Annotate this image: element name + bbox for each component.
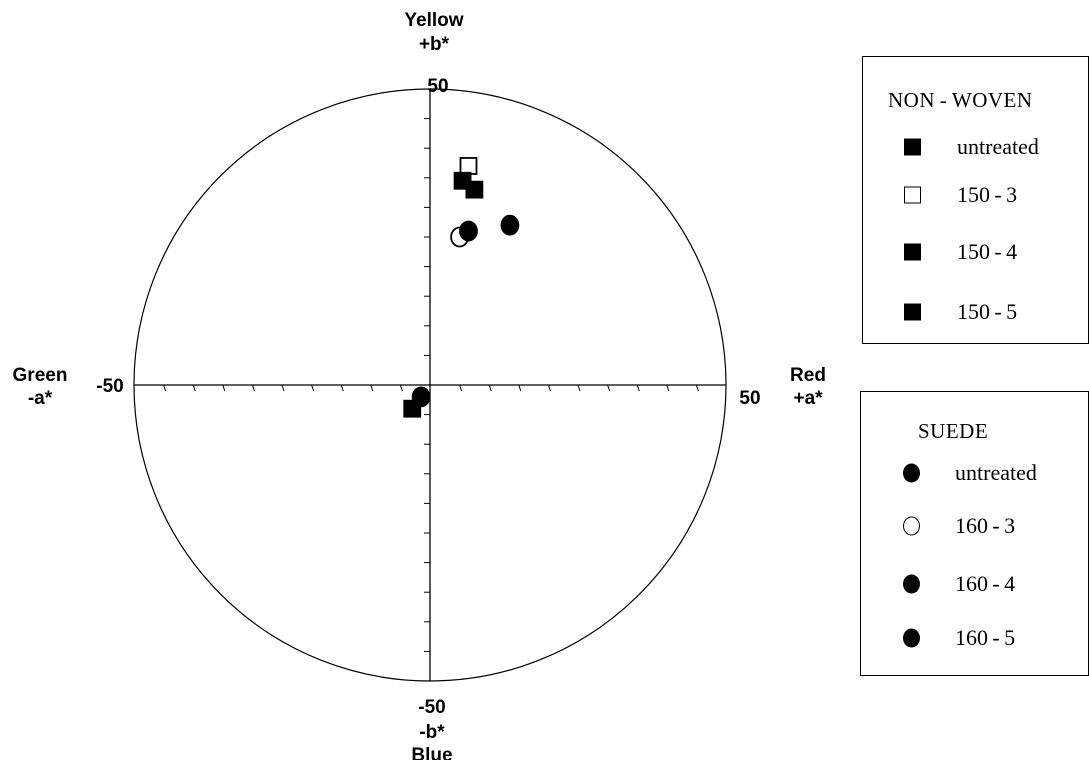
legend-item-label: 160 - 5 — [955, 625, 1016, 650]
legend-item-nonwoven-150-4: 150 - 4 — [863, 232, 1088, 272]
legend-nonwoven: NON - WOVEN untreated 150 - 3 150 - 4 15… — [862, 56, 1089, 344]
legend-item-label: 160 - 4 — [955, 571, 1016, 596]
point-suede-untreated — [411, 386, 431, 408]
filled-circle-marker-icon — [903, 628, 920, 648]
x-axis-tick — [607, 384, 611, 392]
legend-suede: SUEDE untreated 160 - 3 160 - 4 160 - 5 — [860, 391, 1089, 676]
x-axis-tick — [636, 384, 640, 392]
y-axis-positive-label-color: Yellow — [404, 10, 463, 31]
x-axis-positive-label-sign: +a* — [793, 388, 823, 409]
axis-ticks — [163, 118, 699, 652]
x-axis-tick — [251, 384, 255, 392]
legend-item-nonwoven-150-5: 150 - 5 — [863, 292, 1088, 332]
y-axis-negative-label-sign: -b* — [419, 722, 445, 743]
legend-nonwoven-title: NON - WOVEN — [888, 88, 1033, 112]
legend-item-label: 150 - 3 — [957, 182, 1018, 207]
x-axis-tick — [666, 384, 670, 392]
y-axis-positive-label-sign: +b* — [419, 34, 450, 55]
legend-item-label: untreated — [955, 460, 1037, 485]
legend-item-suede-160-5: 160 - 5 — [861, 618, 1088, 658]
x-axis-tick — [399, 384, 403, 392]
x-axis-negative-label-sign: -a* — [28, 388, 53, 409]
point-non-woven-150-3 — [459, 157, 478, 175]
point-non-woven-150-5 — [465, 180, 484, 199]
x-axis-tick — [311, 384, 315, 392]
legend-item-suede-160-4: 160 - 4 — [861, 564, 1088, 604]
x-axis-tick — [547, 384, 551, 392]
legend-item-label: untreated — [957, 134, 1039, 159]
legend-item-label: 150 - 5 — [957, 299, 1018, 324]
x-axis-tick — [222, 384, 226, 392]
legend-item-label: 150 - 4 — [957, 239, 1018, 264]
filled-circle-marker-icon — [903, 574, 920, 594]
y-axis-min-tick-label: -50 — [418, 697, 445, 718]
filled-circle-marker-icon — [903, 463, 920, 483]
x-axis-tick — [192, 384, 196, 392]
legend-item-suede-untreated: untreated — [861, 453, 1088, 493]
legend-suede-title: SUEDE — [918, 419, 989, 443]
x-axis-tick — [370, 384, 374, 392]
x-axis-negative-label-color: Green — [13, 365, 68, 386]
point-suede-160-4 — [459, 220, 478, 242]
y-axis-max-tick-label: 50 — [427, 76, 448, 97]
x-axis-tick — [459, 384, 463, 392]
filled-square-marker-icon — [904, 138, 921, 156]
legend-item-nonwoven-untreated: untreated — [863, 127, 1088, 167]
filled-square-marker-icon — [904, 303, 921, 321]
filled-square-marker-icon — [904, 243, 921, 261]
x-axis-tick — [518, 384, 522, 392]
x-axis-min-tick-label: -50 — [96, 376, 123, 397]
open-circle-marker-icon — [903, 516, 920, 536]
legend-item-nonwoven-150-3: 150 - 3 — [863, 175, 1088, 215]
data-points — [403, 157, 520, 418]
x-axis-tick — [577, 384, 581, 392]
open-square-marker-icon — [904, 186, 921, 204]
x-axis-tick — [488, 384, 492, 392]
x-axis-tick — [340, 384, 344, 392]
y-axis-negative-label-color: Blue — [411, 745, 452, 760]
x-axis-positive-label-color: Red — [790, 365, 826, 386]
legend-item-label: 160 - 3 — [955, 513, 1016, 538]
x-axis-max-tick-label: 50 — [739, 388, 760, 409]
x-axis-tick — [281, 384, 285, 392]
point-suede-160-5 — [500, 214, 520, 236]
x-axis-tick — [163, 384, 167, 392]
legend-item-suede-160-3: 160 - 3 — [861, 506, 1088, 546]
x-axis-tick — [695, 384, 699, 392]
